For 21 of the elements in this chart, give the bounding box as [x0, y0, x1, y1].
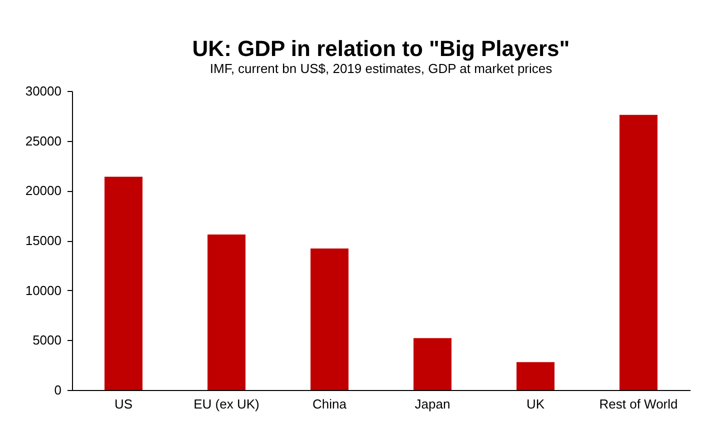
bar: [104, 176, 142, 390]
x-tick-label: EU (ex UK): [194, 396, 260, 412]
y-tick-label: 0: [54, 382, 62, 398]
x-tick-label: US: [114, 396, 133, 412]
chart-title: UK: GDP in relation to "Big Players": [192, 36, 570, 61]
chart-subtitle: IMF, current bn US$, 2019 estimates, GDP at market prices: [210, 61, 553, 76]
y-tick-label: 25000: [25, 133, 62, 148]
x-tick-label: UK: [526, 396, 545, 412]
y-tick-label: 20000: [25, 183, 62, 198]
x-tick-label: China: [312, 396, 348, 412]
y-tick-label: 30000: [25, 84, 62, 98]
y-tick-label: 15000: [25, 233, 62, 248]
y-tick-label: 10000: [25, 282, 62, 298]
bar: [414, 338, 452, 390]
bar: [516, 362, 554, 390]
y-tick-label: 5000: [32, 332, 62, 348]
bar: [208, 234, 246, 390]
bar: [620, 114, 658, 390]
x-tick-label: Rest of World: [599, 396, 678, 412]
bar: [310, 248, 348, 390]
x-tick-label: Japan: [414, 396, 450, 412]
